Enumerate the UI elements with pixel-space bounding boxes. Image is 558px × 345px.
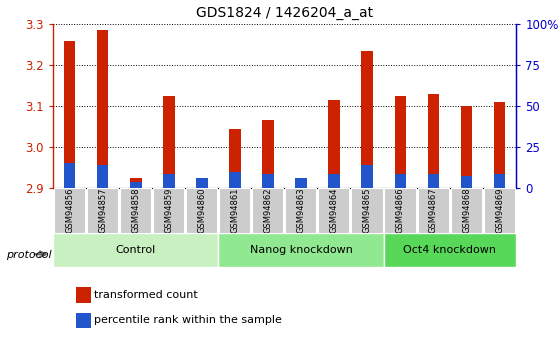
Title: GDS1824 / 1426204_a_at: GDS1824 / 1426204_a_at bbox=[196, 6, 373, 20]
Bar bbox=[295, 178, 307, 188]
Bar bbox=[461, 106, 472, 188]
Bar bbox=[163, 174, 175, 188]
Bar bbox=[329, 100, 340, 188]
Bar bbox=[427, 94, 439, 188]
Bar bbox=[362, 166, 373, 188]
Bar bbox=[395, 174, 406, 188]
Bar bbox=[86, 188, 118, 233]
Text: percentile rank within the sample: percentile rank within the sample bbox=[94, 315, 282, 325]
Bar bbox=[97, 166, 108, 188]
Bar bbox=[229, 129, 240, 188]
Text: GSM94868: GSM94868 bbox=[462, 188, 471, 233]
Text: Control: Control bbox=[116, 245, 156, 255]
Text: GSM94857: GSM94857 bbox=[98, 188, 107, 233]
Bar bbox=[229, 172, 240, 188]
Bar bbox=[451, 188, 482, 233]
Bar bbox=[153, 188, 184, 233]
Bar bbox=[329, 174, 340, 188]
Bar bbox=[163, 96, 175, 188]
Bar bbox=[384, 233, 516, 267]
Bar bbox=[484, 188, 515, 233]
Text: GSM94866: GSM94866 bbox=[396, 188, 405, 233]
Text: transformed count: transformed count bbox=[94, 290, 198, 300]
Text: GSM94860: GSM94860 bbox=[198, 188, 206, 233]
Bar bbox=[494, 174, 506, 188]
Text: GSM94864: GSM94864 bbox=[330, 188, 339, 233]
Text: GSM94861: GSM94861 bbox=[230, 188, 239, 233]
Bar bbox=[384, 188, 416, 233]
Text: GSM94858: GSM94858 bbox=[131, 188, 140, 233]
Bar bbox=[295, 182, 307, 188]
Bar bbox=[362, 51, 373, 188]
Bar bbox=[64, 41, 75, 188]
Bar bbox=[352, 188, 382, 233]
Bar bbox=[130, 182, 142, 188]
Bar bbox=[285, 188, 316, 233]
Bar bbox=[76, 313, 92, 328]
Bar bbox=[120, 188, 151, 233]
Bar bbox=[54, 188, 85, 233]
Text: protocol: protocol bbox=[6, 250, 51, 259]
Bar bbox=[252, 188, 283, 233]
Bar bbox=[219, 188, 250, 233]
Bar bbox=[196, 182, 208, 188]
Bar bbox=[318, 188, 349, 233]
Bar bbox=[417, 188, 449, 233]
Bar bbox=[76, 287, 92, 303]
Text: Oct4 knockdown: Oct4 knockdown bbox=[403, 245, 497, 255]
Bar bbox=[395, 96, 406, 188]
Text: GSM94865: GSM94865 bbox=[363, 188, 372, 233]
Bar bbox=[461, 176, 472, 188]
Bar bbox=[494, 102, 506, 188]
Bar bbox=[218, 233, 384, 267]
Bar bbox=[97, 30, 108, 188]
Text: GSM94869: GSM94869 bbox=[495, 188, 504, 233]
Text: GSM94859: GSM94859 bbox=[164, 188, 174, 233]
Bar bbox=[130, 178, 142, 188]
Text: Nanog knockdown: Nanog knockdown bbox=[249, 245, 353, 255]
Text: GSM94862: GSM94862 bbox=[263, 188, 272, 233]
Bar bbox=[53, 233, 218, 267]
Text: GSM94863: GSM94863 bbox=[297, 188, 306, 233]
Bar bbox=[262, 120, 274, 188]
Bar bbox=[64, 164, 75, 188]
Text: GSM94856: GSM94856 bbox=[65, 188, 74, 233]
Bar bbox=[196, 178, 208, 188]
Bar bbox=[262, 174, 274, 188]
Bar bbox=[186, 188, 217, 233]
Text: GSM94867: GSM94867 bbox=[429, 188, 438, 233]
Bar bbox=[427, 174, 439, 188]
